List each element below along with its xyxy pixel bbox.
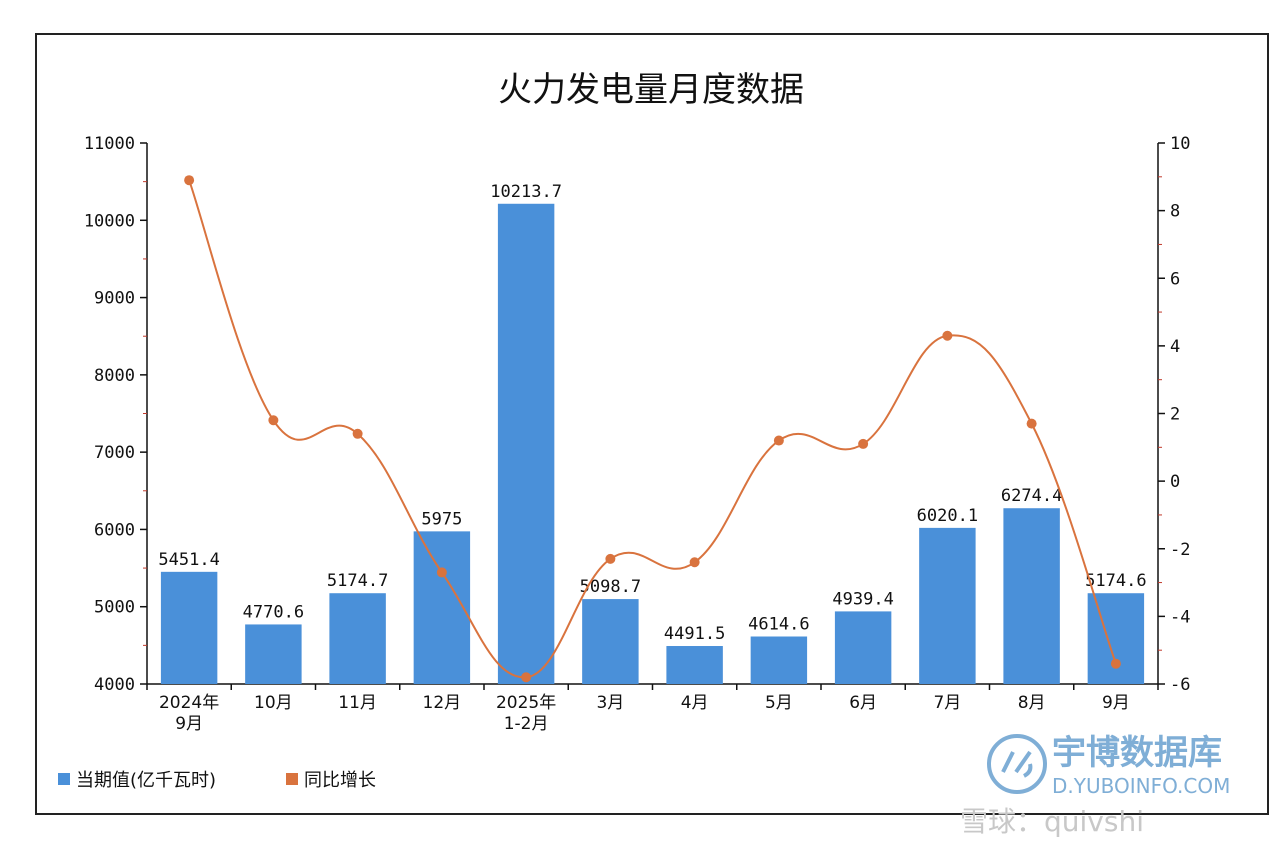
line-point <box>352 428 363 439</box>
bar <box>919 527 976 684</box>
bar-series: 5451.4 4770.6 5174.7 5975 10213.7 5098.7 4491.… <box>158 182 1147 684</box>
bar-value-label: 5174.7 <box>327 571 388 591</box>
bar <box>582 599 639 684</box>
watermark-social: 雪球：quivshi <box>960 805 1144 838</box>
bar <box>1003 508 1060 684</box>
y-left-tick-label: 10000 <box>84 211 135 231</box>
y-right-tick-label: 4 <box>1170 337 1180 357</box>
legend-label-line: 同比增长 <box>304 770 376 791</box>
bar-value-label: 10213.7 <box>490 182 562 202</box>
line-series <box>184 175 1121 683</box>
y-left-tick-label: 4000 <box>94 675 135 695</box>
chart-title: 火力发电量月度数据 <box>498 70 804 110</box>
bar-value-label: 5174.6 <box>1085 571 1146 591</box>
x-tick-label: 2025年 1-2月 <box>496 693 556 734</box>
x-tick-label: 3月 <box>596 693 624 713</box>
y-right-tick-label: 10 <box>1170 134 1190 154</box>
bar-value-label: 4614.6 <box>748 615 809 635</box>
line-point <box>773 435 784 446</box>
x-tick-label: 10月 <box>254 693 293 713</box>
watermark-logo-icon <box>987 734 1047 794</box>
line-point <box>1026 418 1037 429</box>
watermark-brand: 宇博数据库 <box>1052 733 1222 773</box>
line-point <box>436 567 447 578</box>
line-point <box>184 175 195 186</box>
x-tick-label: 5月 <box>765 693 793 713</box>
axes: 4000 5000 6000 7000 8000 9000 10000 11000 -6 -4 -2… <box>84 134 1191 734</box>
legend-label-bar: 当期值(亿千瓦时) <box>76 770 216 791</box>
line-point <box>605 553 616 564</box>
line-point <box>858 438 869 449</box>
line-point <box>1110 658 1121 669</box>
legend-swatch-line <box>286 773 298 785</box>
bar <box>666 646 723 684</box>
legend: 当期值(亿千瓦时) 同比增长 <box>58 770 376 791</box>
line-path <box>188 179 1117 679</box>
line-point <box>268 415 279 426</box>
y-left-tick-label: 11000 <box>84 134 135 154</box>
x-tick-label: 11月 <box>338 693 377 713</box>
bar-value-label: 5975 <box>421 509 462 529</box>
bar-value-label: 4491.5 <box>664 624 725 644</box>
bar <box>750 636 808 684</box>
y-left-tick-label: 7000 <box>94 443 135 463</box>
watermark-logo-mark <box>1001 750 1033 778</box>
x-tick-label: 12月 <box>423 693 462 713</box>
y-right-tick-label: -6 <box>1170 675 1190 695</box>
x-tick-label: 2024年 9月 <box>159 693 219 734</box>
bar <box>329 593 386 684</box>
y-right-tick-label: 0 <box>1170 472 1180 492</box>
y-left-tick-label: 9000 <box>94 289 135 309</box>
x-tick-label: 9月 <box>1102 693 1130 713</box>
line-point <box>942 330 953 341</box>
bar-value-label: 5451.4 <box>158 550 219 570</box>
bar-value-label: 6274.4 <box>1001 486 1062 506</box>
y-left-tick-label: 6000 <box>94 520 135 540</box>
y-right-tick-label: -4 <box>1170 607 1190 627</box>
bar-value-label: 4939.4 <box>832 589 893 609</box>
bar <box>497 203 555 684</box>
x-tick-label: 4月 <box>681 693 709 713</box>
x-tick-label: 6月 <box>849 693 877 713</box>
bar-value-label: 4770.6 <box>243 602 304 622</box>
line-point <box>521 672 532 683</box>
y-right-tick-label: 6 <box>1170 269 1180 289</box>
y-left-tick-label: 5000 <box>94 598 135 618</box>
y-left-tick-label: 8000 <box>94 366 135 386</box>
bar <box>160 571 218 684</box>
y-right-tick-label: 2 <box>1170 405 1180 425</box>
x-tick-label: 7月 <box>933 693 961 713</box>
y-right-tick-label: 8 <box>1170 202 1180 222</box>
legend-swatch-bar <box>58 773 70 785</box>
bar <box>413 531 471 684</box>
bar <box>1087 593 1145 684</box>
bar <box>245 624 302 684</box>
watermark: 宇博数据库 D.YUBOINFO.COM 雪球：quivshi <box>960 733 1230 838</box>
bar <box>834 611 892 684</box>
x-tick-label: 8月 <box>1018 693 1046 713</box>
bar-value-label: 5098.7 <box>580 577 641 597</box>
y-right-tick-label: -2 <box>1170 540 1190 560</box>
line-point <box>689 557 700 568</box>
watermark-url: D.YUBOINFO.COM <box>1052 774 1230 798</box>
bar-value-label: 6020.1 <box>917 506 978 526</box>
